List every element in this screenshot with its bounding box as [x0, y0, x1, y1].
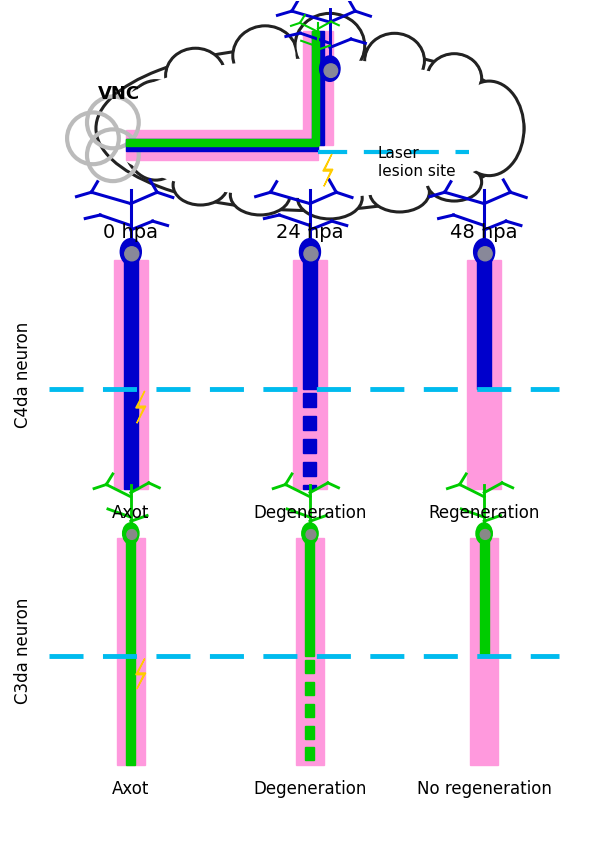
Ellipse shape [235, 29, 296, 84]
Ellipse shape [297, 16, 363, 77]
Ellipse shape [302, 523, 318, 544]
Bar [126, 140, 318, 152]
Bar [293, 261, 327, 490]
Text: Degeneration: Degeneration [253, 779, 367, 798]
Polygon shape [136, 392, 146, 424]
Ellipse shape [230, 176, 290, 216]
Bar [467, 261, 501, 490]
Bar [126, 131, 318, 161]
Text: 24 hpa: 24 hpa [276, 223, 344, 242]
Text: Degeneration: Degeneration [253, 503, 367, 521]
Bar [303, 32, 333, 146]
Text: Axot: Axot [112, 503, 149, 521]
Text: Axot: Axot [112, 779, 149, 798]
Ellipse shape [101, 60, 519, 199]
Bar [304, 393, 316, 408]
Ellipse shape [298, 178, 362, 219]
Text: Regeneration: Regeneration [428, 503, 540, 521]
Bar [117, 538, 145, 766]
Bar [477, 261, 491, 390]
Ellipse shape [166, 49, 226, 104]
Polygon shape [323, 154, 333, 187]
Ellipse shape [476, 523, 493, 544]
Circle shape [304, 247, 318, 262]
Circle shape [127, 530, 137, 539]
Polygon shape [136, 659, 146, 690]
Bar [296, 538, 324, 766]
Bar [305, 682, 314, 695]
Text: 48 hpa: 48 hpa [451, 223, 518, 242]
Ellipse shape [427, 55, 482, 105]
Circle shape [125, 247, 139, 262]
Bar [304, 417, 316, 430]
Bar [312, 32, 319, 146]
Bar [479, 538, 488, 656]
Bar [305, 704, 314, 717]
Text: C3da neuron: C3da neuron [14, 597, 32, 703]
Bar [303, 261, 317, 390]
Bar [305, 726, 314, 738]
Text: Laser
lesion site: Laser lesion site [377, 146, 455, 178]
Bar [305, 538, 314, 656]
Circle shape [480, 530, 490, 539]
Text: VNC: VNC [98, 84, 140, 102]
Bar [470, 538, 498, 766]
Bar [114, 261, 148, 490]
Bar [126, 140, 318, 147]
Circle shape [324, 65, 338, 78]
Ellipse shape [295, 14, 365, 79]
Ellipse shape [427, 164, 482, 202]
Ellipse shape [473, 240, 494, 266]
Ellipse shape [96, 47, 524, 211]
Ellipse shape [367, 36, 422, 87]
Bar [305, 660, 314, 673]
Bar [127, 538, 135, 766]
Ellipse shape [233, 27, 298, 86]
Bar [304, 440, 316, 453]
Ellipse shape [370, 173, 430, 213]
Bar [304, 485, 316, 490]
Bar [312, 32, 324, 146]
Ellipse shape [320, 57, 340, 82]
Text: C4da neuron: C4da neuron [14, 322, 32, 428]
Ellipse shape [454, 82, 524, 176]
Ellipse shape [299, 240, 320, 266]
Ellipse shape [167, 51, 223, 102]
Ellipse shape [173, 166, 228, 206]
Ellipse shape [120, 240, 141, 266]
Bar [304, 463, 316, 476]
Ellipse shape [365, 35, 424, 89]
Ellipse shape [429, 57, 479, 102]
Bar [305, 748, 314, 760]
Ellipse shape [121, 82, 191, 181]
Ellipse shape [122, 523, 139, 544]
Text: 0 hpa: 0 hpa [103, 223, 158, 242]
Circle shape [478, 247, 492, 262]
Circle shape [306, 530, 316, 539]
Bar [124, 261, 138, 490]
Text: No regeneration: No regeneration [417, 779, 551, 798]
